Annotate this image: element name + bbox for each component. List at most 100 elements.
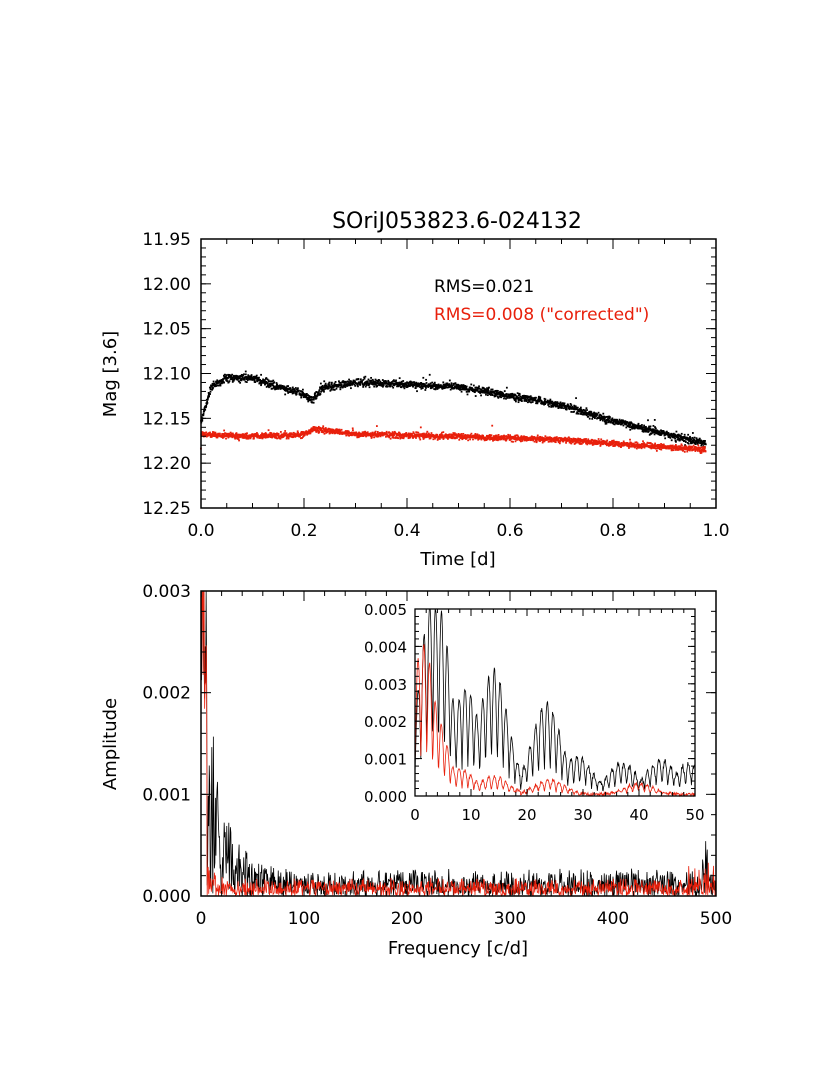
data-point-corrected	[218, 433, 221, 435]
data-point-raw	[312, 398, 315, 401]
data-point-corrected	[556, 439, 559, 441]
data-point-raw	[381, 381, 384, 384]
data-point-raw	[236, 378, 239, 381]
data-point-corrected	[591, 442, 594, 445]
x-tick-label: 0	[410, 806, 420, 824]
data-point-corrected	[694, 450, 697, 452]
data-point-raw	[266, 378, 269, 381]
data-point-corrected	[240, 435, 243, 437]
data-point-raw	[267, 380, 270, 383]
data-point-raw	[563, 402, 566, 405]
data-point-raw	[369, 379, 371, 382]
data-point-corrected	[492, 437, 495, 440]
data-point-corrected	[671, 444, 674, 447]
data-point-corrected	[338, 428, 341, 431]
data-point-corrected	[501, 435, 504, 438]
data-point-corrected	[256, 432, 258, 434]
data-point-corrected	[302, 432, 304, 435]
data-point-raw	[520, 399, 523, 401]
data-point-corrected	[505, 435, 508, 438]
data-point-corrected	[687, 447, 690, 450]
data-point-raw	[591, 414, 594, 417]
data-point-raw	[595, 414, 598, 416]
data-point-raw	[387, 383, 390, 386]
data-point-corrected	[267, 429, 270, 432]
data-point-raw	[637, 422, 640, 425]
data-point-raw	[359, 383, 362, 386]
data-point-raw	[474, 395, 477, 397]
data-point-corrected	[245, 433, 248, 436]
data-point-raw	[433, 381, 436, 384]
data-point-raw	[374, 378, 377, 381]
data-point-raw	[450, 382, 453, 385]
data-point-corrected	[670, 447, 673, 450]
data-point-raw	[681, 436, 683, 439]
data-point-raw	[383, 380, 386, 382]
data-point-raw	[662, 432, 665, 435]
data-point-raw	[638, 424, 640, 427]
data-point-corrected	[417, 431, 420, 434]
data-point-raw	[399, 384, 402, 386]
data-point-raw	[573, 404, 576, 407]
data-point-raw	[305, 394, 308, 397]
data-point-corrected	[204, 433, 207, 436]
data-point-corrected	[223, 429, 226, 432]
data-point-raw	[233, 378, 236, 381]
data-point-corrected	[411, 435, 414, 437]
data-point-raw	[455, 383, 458, 386]
data-point-corrected	[329, 428, 332, 431]
data-point-raw	[554, 401, 557, 403]
data-point-corrected	[497, 438, 499, 441]
data-point-raw	[402, 380, 405, 382]
data-point-raw	[571, 405, 574, 408]
data-point-raw	[691, 432, 694, 434]
data-point-raw	[703, 443, 706, 445]
data-point-raw	[332, 386, 335, 389]
data-point-corrected	[394, 436, 397, 439]
data-point-corrected	[249, 437, 252, 440]
data-point-corrected	[662, 443, 665, 446]
data-point-corrected	[448, 433, 451, 436]
data-point-raw	[670, 432, 673, 435]
data-point-raw	[451, 384, 454, 387]
data-point-raw	[263, 381, 265, 384]
data-point-raw	[313, 396, 316, 399]
data-point-raw	[527, 396, 529, 399]
data-point-corrected	[418, 436, 421, 439]
data-point-corrected	[475, 435, 478, 438]
data-point-corrected	[570, 437, 573, 440]
data-point-raw	[294, 392, 297, 395]
data-point-raw	[454, 385, 457, 388]
data-point-corrected	[476, 433, 479, 436]
data-point-raw	[455, 385, 458, 387]
data-point-raw	[394, 380, 397, 383]
data-point-raw	[398, 384, 401, 387]
data-point-corrected	[697, 444, 700, 447]
data-point-raw	[549, 400, 552, 403]
data-point-corrected	[389, 437, 392, 440]
data-point-corrected	[568, 438, 571, 441]
data-point-corrected	[592, 440, 595, 443]
data-point-corrected	[322, 427, 325, 430]
data-point-corrected	[376, 433, 379, 436]
data-point-raw	[463, 388, 465, 391]
data-point-raw	[441, 385, 444, 388]
data-point-corrected	[525, 436, 528, 438]
data-point-corrected	[458, 438, 461, 441]
data-point-corrected	[497, 434, 500, 436]
data-point-raw	[215, 382, 218, 385]
data-point-corrected	[408, 433, 411, 436]
data-point-raw	[420, 384, 423, 387]
data-point-raw	[244, 373, 247, 376]
data-point-raw	[580, 412, 583, 415]
data-point-corrected	[539, 435, 542, 438]
data-point-raw	[254, 375, 257, 378]
data-point-raw	[529, 395, 532, 398]
data-point-corrected	[436, 433, 439, 436]
data-point-corrected	[389, 434, 392, 437]
data-point-raw	[209, 390, 212, 393]
data-point-raw	[300, 390, 302, 392]
data-point-corrected	[558, 437, 560, 439]
data-point-raw	[339, 381, 342, 384]
